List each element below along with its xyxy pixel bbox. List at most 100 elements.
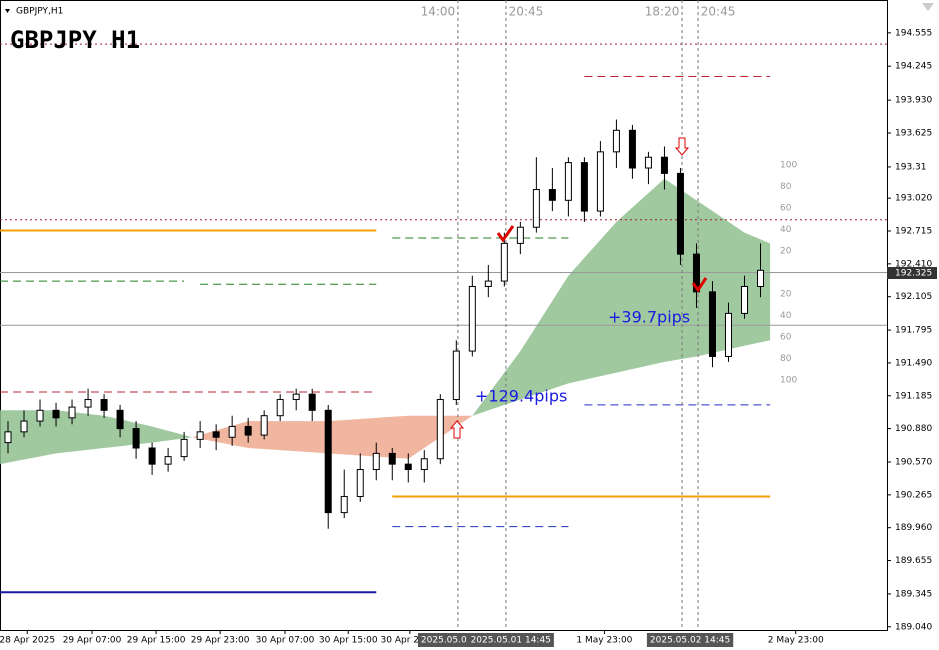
signal-check: [691, 277, 708, 293]
y-tick-label: 189.345: [895, 589, 932, 599]
candle-body: [292, 393, 300, 401]
candle-body: [612, 129, 620, 153]
y-tick-label: 194.245: [895, 62, 932, 72]
x-highlight-label: 2025.05.02 14:45: [650, 636, 730, 646]
candle-body: [564, 162, 572, 201]
candle-body: [580, 162, 588, 212]
y-tick-label: 192.410: [895, 259, 932, 269]
osc-level-label: 80: [780, 182, 792, 192]
x-tick-label: 29 Apr 07:00: [63, 636, 122, 646]
candle-body: [420, 458, 428, 471]
osc-level-label: 20: [780, 290, 792, 300]
price-box: [887, 267, 937, 279]
candle-body: [388, 452, 396, 465]
osc-level-label: 100: [780, 161, 797, 171]
y-tick-label: 189.040: [895, 622, 932, 632]
candle-body: [484, 280, 492, 287]
candle-body: [84, 399, 92, 408]
y-tick-label: 191.185: [895, 391, 932, 401]
y-tick-label: 191.490: [895, 358, 932, 368]
candle-body: [692, 253, 700, 293]
candle-body: [757, 269, 765, 287]
candle-body: [324, 409, 332, 514]
annotation: +39.7pips: [608, 308, 690, 327]
annotation: +129.4pips: [475, 387, 567, 406]
osc-level-label: 80: [780, 354, 792, 364]
candle-body: [52, 409, 60, 419]
cloud-area: [472, 178, 771, 416]
candle-body: [340, 495, 348, 514]
chart-header: GBPJPY,H1: [16, 7, 63, 17]
time-line-label: 20:45: [701, 5, 736, 19]
x-tick-label: 29 Apr 23:00: [191, 636, 250, 646]
candle-body: [676, 172, 684, 255]
y-tick-label: 193.31: [895, 162, 927, 172]
candle-body: [596, 151, 604, 212]
osc-level-label: 100: [780, 376, 797, 386]
candle-body: [100, 399, 108, 411]
candle-body: [660, 156, 668, 174]
y-tick-label: 190.265: [895, 490, 932, 500]
time-line-label: 14:00: [421, 5, 456, 19]
scroll-arrow: [922, 3, 934, 11]
candle-body: [148, 447, 156, 465]
osc-level-label: 60: [780, 333, 792, 343]
candle-body: [164, 456, 172, 465]
candle-body: [308, 393, 316, 411]
signal-check: [496, 225, 515, 243]
candle-body: [260, 415, 268, 436]
y-tick-label: 192.715: [895, 227, 932, 237]
x-highlight-box: [646, 633, 734, 647]
y-tick-label: 190.570: [895, 458, 932, 468]
candle-body: [548, 189, 556, 201]
candle-body: [500, 242, 508, 282]
y-tick-label: 189.960: [895, 523, 932, 533]
candle-body: [180, 438, 188, 458]
candle-body: [372, 452, 380, 471]
candle-body: [644, 156, 652, 169]
candle-body: [36, 409, 44, 422]
x-highlight-label: 2025.05.01: [421, 636, 473, 646]
x-tick-label: 30 Apr 15:00: [319, 636, 378, 646]
y-tick-label: 189.655: [895, 556, 932, 566]
x-tick-label: 2 May 23:00: [768, 636, 824, 646]
x-tick-label: 30 Apr 07:00: [256, 636, 315, 646]
chart-title: GBPJPY H1: [10, 26, 140, 54]
x-highlight-box: [467, 633, 554, 647]
y-tick-label: 193.930: [895, 96, 932, 106]
y-tick-label: 190.880: [895, 424, 932, 434]
candle-body: [356, 469, 364, 497]
time-line-label: 20:45: [509, 5, 544, 19]
candle-body: [276, 399, 284, 417]
candle-body: [4, 431, 12, 444]
header-arrow: [5, 9, 10, 13]
candle-body: [404, 463, 412, 471]
x-tick-label: 29 Apr 15:00: [127, 636, 186, 646]
candle-body: [244, 425, 252, 436]
down-arrow: [674, 137, 690, 156]
y-tick-label: 191.795: [895, 326, 932, 336]
candle-body: [708, 291, 716, 357]
candle-body: [196, 431, 204, 440]
y-tick-label: 194.555: [895, 28, 932, 38]
x-tick-label: 28 Apr 2025: [0, 636, 55, 646]
candle-body: [516, 226, 524, 244]
candle-body: [228, 425, 236, 438]
candle-body: [68, 406, 76, 419]
osc-level-label: 40: [780, 311, 792, 321]
y-tick-label: 193.625: [895, 129, 932, 139]
x-tick-label: 1 May 23:00: [576, 636, 632, 646]
candle-body: [20, 420, 28, 433]
candle-body: [532, 189, 540, 228]
candle-body: [468, 285, 476, 352]
candle-body: [132, 428, 140, 449]
osc-level-label: 40: [780, 225, 792, 235]
price-label: 192.325: [895, 269, 932, 279]
candle-body: [724, 312, 732, 357]
y-tick-label: 193.020: [895, 194, 932, 204]
osc-level-label: 60: [780, 204, 792, 214]
candle-body: [741, 285, 749, 314]
candle-body: [212, 431, 220, 438]
candle-body: [116, 409, 124, 430]
